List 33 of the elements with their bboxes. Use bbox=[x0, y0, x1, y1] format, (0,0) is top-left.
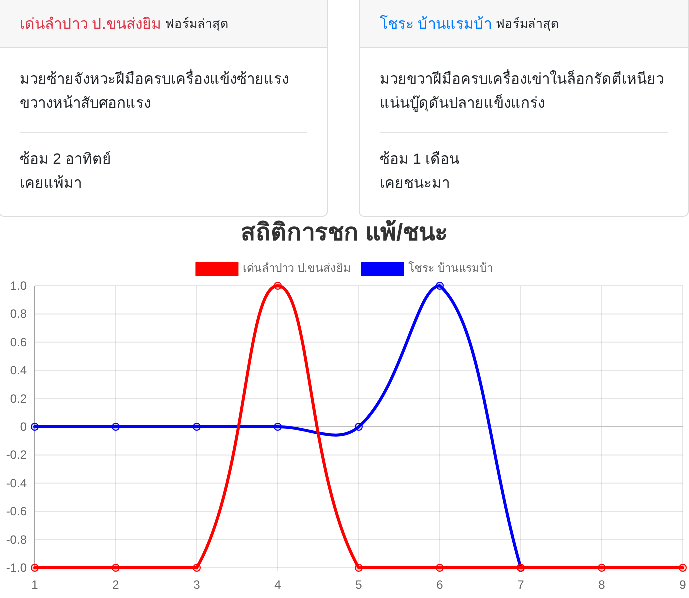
text: ซ้อม 1 เดือน bbox=[380, 150, 460, 170]
y-tick-label: 0.6 bbox=[10, 335, 28, 350]
x-tick-label: 7 bbox=[518, 578, 525, 592]
y-tick-label: 0 bbox=[20, 420, 28, 434]
y-tick-label: -0.8 bbox=[6, 532, 28, 547]
text: เคยแพ้มา bbox=[20, 174, 83, 194]
x-tick-label: 6 bbox=[436, 578, 444, 592]
y-tick-label: 0.2 bbox=[10, 392, 28, 406]
text: ซ้อม 2 อาทิตย์ bbox=[20, 150, 112, 170]
legend-label: โชระ บ้านแรมบ้า bbox=[408, 261, 493, 275]
y-tick-label: -0.6 bbox=[6, 504, 28, 519]
chart-title: สถิติการชก แพ้/ชนะ bbox=[240, 220, 448, 246]
x-tick-label: 2 bbox=[112, 578, 120, 592]
x-tick-label: 5 bbox=[356, 578, 363, 592]
text: โชระ บ้านแรมบ้า bbox=[380, 14, 492, 34]
y-tick-label: -1.0 bbox=[6, 561, 28, 575]
text: เคยชนะมา bbox=[380, 175, 451, 194]
x-tick-label: 1 bbox=[32, 578, 39, 592]
x-tick-label: 9 bbox=[680, 578, 687, 592]
text: ฟอร์มล่าสุด bbox=[496, 16, 560, 34]
text: มวยซ้ายจังหวะฝีมือครบเครื่องแข้งซ้ายแรง ขวางหน้าสับศอกแรง bbox=[20, 68, 290, 114]
y-tick-label: 1.0 bbox=[10, 279, 28, 293]
y-tick-label: 0.8 bbox=[10, 307, 28, 322]
text: ฟอร์มล่าสุด bbox=[165, 16, 228, 34]
x-tick-label: 4 bbox=[274, 578, 282, 592]
legend-label: เด่นลำปาว ป.ขนส่งยิม bbox=[243, 262, 352, 275]
y-tick-label: -0.2 bbox=[6, 448, 28, 462]
y-tick-label: 0.4 bbox=[10, 364, 28, 378]
y-tick-label: -0.4 bbox=[6, 476, 28, 490]
x-tick-label: 8 bbox=[598, 578, 606, 592]
x-tick-label: 3 bbox=[194, 578, 201, 592]
text: มวยขวาฝีมือครบเครื่องเข่าในล็อกรัดตีเหนียว แน่นบู๊ดุดันปลายแข็งแกร่ง bbox=[380, 68, 665, 114]
text: เด่นลำปาว ป.ขนส่งยิม bbox=[20, 14, 162, 34]
